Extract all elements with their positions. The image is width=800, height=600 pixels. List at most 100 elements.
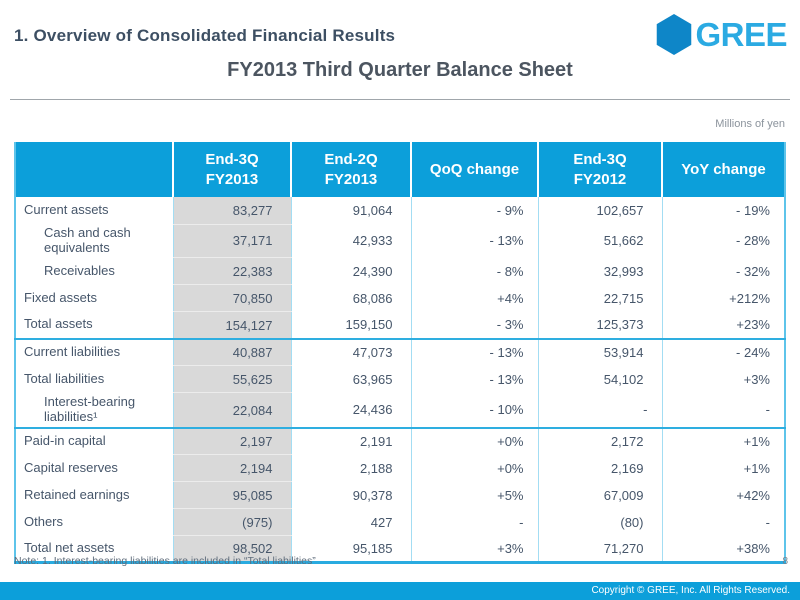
cell-end3q-fy2013: 40,887 — [172, 337, 291, 367]
cell-end2q-fy2013: 24,390 — [290, 257, 411, 285]
cell-end3q-fy2012: 102,657 — [537, 197, 662, 224]
header-divider — [10, 99, 790, 100]
cell-end3q-fy2013: 22,383 — [172, 257, 291, 286]
hexagon-icon — [657, 14, 692, 55]
column-header-qoq-change: QoQ change — [410, 142, 538, 197]
column-header-yoy-change: YoY change — [661, 142, 785, 197]
cell-end2q-fy2013: 95,185 — [290, 535, 411, 563]
cell-end2q-fy2013: 47,073 — [290, 337, 411, 366]
gree-logo-text: GREE — [695, 16, 787, 53]
cell-end3q-fy2012: (80) — [537, 508, 662, 536]
table-row: Retained earnings 95,085 90,378 +5% 67,0… — [15, 481, 785, 510]
cell-end3q-fy2012: 53,914 — [537, 337, 662, 366]
cell-end2q-fy2013: 159,150 — [290, 311, 411, 339]
row-label: Total assets — [24, 316, 93, 332]
row-label: Fixed assets — [24, 289, 97, 305]
table-row: Total liabilities 55,625 63,965 - 13% 54… — [15, 365, 785, 394]
table-header: End-3Q FY2013 End-2Q FY2013 QoQ change E… — [15, 142, 785, 197]
cell-end2q-fy2013: 24,436 — [290, 392, 411, 428]
cell-qoq-change: - 3% — [410, 311, 538, 339]
cell-end3q-fy2012: 51,662 — [537, 224, 662, 258]
cell-end3q-fy2013: 55,625 — [172, 365, 291, 394]
cell-end2q-fy2013: 2,191 — [290, 426, 411, 455]
cell-qoq-change: +3% — [410, 535, 538, 563]
cell-yoy-change: - 19% — [661, 197, 785, 224]
table-row: Capital reserves 2,194 2,188 +0% 2,169 +… — [15, 454, 785, 483]
cell-yoy-change: +3% — [661, 365, 785, 393]
cell-end3q-fy2012: 71,270 — [537, 535, 662, 563]
column-header-end3q-fy2012: End-3Q FY2012 — [537, 142, 662, 197]
cell-yoy-change: +1% — [661, 426, 785, 455]
cell-end3q-fy2013: 37,171 — [172, 224, 291, 259]
cell-end3q-fy2012: 32,993 — [537, 257, 662, 285]
cell-qoq-change: - — [410, 508, 538, 536]
footer-copyright-bar: Copyright © GREE, Inc. All Rights Reserv… — [0, 582, 800, 600]
row-label: Total net assets — [24, 540, 115, 556]
cell-end3q-fy2012: 2,172 — [537, 426, 662, 455]
balance-sheet-table: End-3Q FY2013 End-2Q FY2013 QoQ change E… — [14, 142, 786, 565]
row-label: Cash and cash equivalents — [44, 225, 131, 255]
cell-end3q-fy2013: 22,084 — [172, 392, 291, 429]
cell-yoy-change: - — [661, 508, 785, 536]
cell-yoy-change: +38% — [661, 535, 785, 563]
cell-end3q-fy2012: 125,373 — [537, 311, 662, 339]
cell-end2q-fy2013: 90,378 — [290, 481, 411, 509]
table-row: Total net assets 98,502 95,185 +3% 71,27… — [15, 535, 785, 564]
row-label: Paid-in capital — [15, 426, 173, 455]
cell-yoy-change: +42% — [661, 481, 785, 509]
cell-end2q-fy2013: 2,188 — [290, 454, 411, 482]
units-label: Millions of yen — [715, 118, 785, 130]
table-row: Interest-bearing liabilities¹ 22,084 24,… — [15, 392, 785, 429]
table-row: Current assets 83,277 91,064 - 9% 102,65… — [15, 197, 785, 225]
column-header-blank — [15, 142, 173, 197]
cell-qoq-change: - 8% — [410, 257, 538, 285]
cell-end3q-fy2013: 2,197 — [172, 426, 291, 456]
row-label: Retained earnings — [24, 486, 130, 502]
row-label: Capital reserves — [24, 459, 118, 475]
cell-end3q-fy2013: 98,502 — [172, 535, 291, 564]
cell-yoy-change: +1% — [661, 454, 785, 482]
gree-logo: GREE — [656, 14, 787, 55]
cell-yoy-change: - 24% — [661, 337, 785, 366]
copyright-text: Copyright © GREE, Inc. All Rights Reserv… — [591, 585, 790, 596]
table-row: Cash and cash equivalents 37,171 42,933 … — [15, 224, 785, 259]
cell-end3q-fy2012: 2,169 — [537, 454, 662, 482]
cell-yoy-change: +23% — [661, 311, 785, 339]
slide-subtitle: FY2013 Third Quarter Balance Sheet — [227, 59, 573, 81]
cell-end3q-fy2013: 154,127 — [172, 311, 291, 340]
table-row: Total assets 154,127 159,150 - 3% 125,37… — [15, 311, 785, 340]
cell-qoq-change: - 13% — [410, 365, 538, 393]
cell-end2q-fy2013: 91,064 — [290, 197, 411, 224]
cell-end3q-fy2012: - — [537, 392, 662, 428]
cell-yoy-change: - — [661, 392, 785, 428]
page-title: 1. Overview of Consolidated Financial Re… — [14, 26, 396, 45]
cell-yoy-change: +212% — [661, 284, 785, 312]
table-row: Current liabilities 40,887 47,073 - 13% … — [15, 337, 785, 367]
cell-end2q-fy2013: 42,933 — [290, 224, 411, 258]
cell-end3q-fy2013: 83,277 — [172, 197, 291, 225]
table-row: Paid-in capital 2,197 2,191 +0% 2,172 +1… — [15, 426, 785, 456]
cell-end3q-fy2013: 70,850 — [172, 284, 291, 313]
table-row: Others (975) 427 - (80) - — [15, 508, 785, 537]
cell-end3q-fy2013: 2,194 — [172, 454, 291, 483]
cell-qoq-change: - 10% — [410, 392, 538, 428]
cell-end2q-fy2013: 68,086 — [290, 284, 411, 312]
cell-qoq-change: - 13% — [410, 224, 538, 258]
cell-yoy-change: - 32% — [661, 257, 785, 285]
row-label: Current liabilities — [15, 337, 173, 366]
cell-qoq-change: +0% — [410, 426, 538, 455]
row-label: Others — [24, 513, 64, 529]
cell-qoq-change: +4% — [410, 284, 538, 312]
table-row: Fixed assets 70,850 68,086 +4% 22,715 +2… — [15, 284, 785, 313]
cell-qoq-change: +5% — [410, 481, 538, 509]
row-label: Receivables — [44, 262, 115, 278]
cell-end2q-fy2013: 427 — [290, 508, 411, 536]
cell-end3q-fy2013: 95,085 — [172, 481, 291, 510]
cell-end2q-fy2013: 63,965 — [290, 365, 411, 393]
cell-end3q-fy2012: 22,715 — [537, 284, 662, 312]
cell-end3q-fy2012: 67,009 — [537, 481, 662, 509]
column-header-end2q-fy2013: End-2Q FY2013 — [290, 142, 411, 197]
row-label: Current assets — [24, 202, 109, 218]
row-label: Interest-bearing liabilities¹ — [44, 393, 136, 424]
